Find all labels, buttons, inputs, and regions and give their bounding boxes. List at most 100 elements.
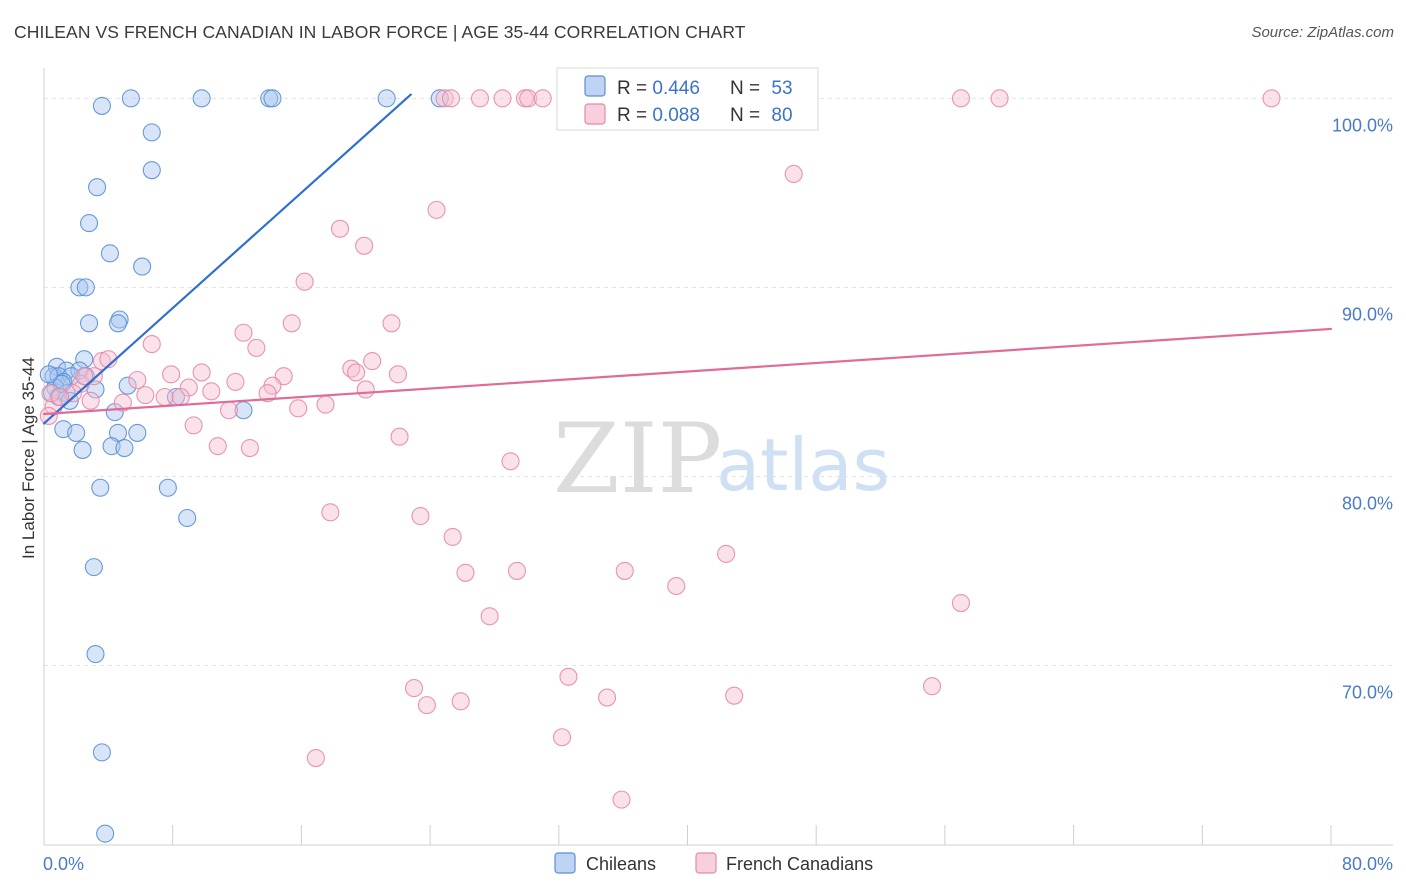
french-canadian-point [142, 335, 161, 354]
trend-layer [42, 93, 1333, 425]
chilean-point [88, 178, 107, 197]
y-axis-title: In Labor Force | Age 35-44 [19, 357, 38, 559]
french-canadian-point [295, 272, 314, 291]
chilean-point [192, 89, 211, 108]
french-canadian-trend-line [42, 327, 1333, 416]
french-canadian-point [725, 686, 744, 705]
legend-n-row-chileans: N = 53 [730, 78, 793, 99]
axes-layer [43, 68, 1393, 846]
french-canadian-point [922, 677, 942, 696]
french-canadian-point [501, 452, 520, 471]
legend-r-label-chileans: R = [617, 78, 652, 99]
chilean-point [73, 440, 92, 459]
top-legend: R = 0.446 N = 53 R = 0.088 N = 80 [556, 67, 819, 131]
french-canadian-point [192, 363, 211, 382]
french-canadian-point [234, 323, 253, 342]
french-canadian-point [75, 367, 94, 386]
french-canadian-point [612, 790, 631, 809]
french-canadian-point [390, 427, 409, 446]
french-canadian-point [162, 365, 181, 384]
legend-n-value-chileans: 53 [771, 78, 792, 99]
chilean-point [84, 558, 103, 577]
french-canadian-point [347, 363, 366, 382]
french-canadian-point [615, 561, 634, 580]
french-canadian-point [247, 338, 266, 357]
y-tick-label-100: 100.0% [1332, 115, 1393, 135]
chilean-point [76, 278, 95, 297]
legend-n-label-chileans: N = [730, 78, 765, 99]
french-canadian-point [363, 352, 382, 371]
french-canadian-point [202, 382, 221, 401]
chilean-point [86, 645, 105, 664]
bottom-legend-swatch-chileans [554, 852, 576, 874]
watermark-zip: ZIP [553, 403, 722, 515]
chilean-point [121, 89, 140, 108]
legend-n-row-french-canadians: N = 80 [730, 105, 793, 126]
legend-r-value-french-canadians: 0.088 [652, 105, 700, 126]
legend-row-chileans: R = 0.446 [617, 78, 700, 99]
chilean-point [92, 96, 111, 115]
french-canadian-point [155, 387, 174, 407]
chilean-point [128, 423, 147, 442]
chilean-point [158, 478, 177, 497]
french-canadian-point [427, 200, 446, 219]
french-canadian-point [240, 438, 259, 458]
grid-layer [44, 97, 1393, 666]
chilean-trend-line [42, 93, 412, 425]
french-canadian-point [404, 679, 424, 698]
french-canadian-point [184, 416, 203, 435]
french-canadian-point [533, 89, 552, 108]
bottom-legend-label-chileans: Chileans [586, 854, 656, 874]
chilean-point [142, 123, 161, 142]
legend-swatch-french-canadians [584, 103, 606, 125]
y-tick-label-90: 90.0% [1342, 304, 1393, 324]
labels-layer: 0.0% 80.0% In Labor Force | Age 35-44 70… [19, 115, 1393, 874]
french-canadian-point [507, 561, 527, 580]
french-canadian-point [552, 728, 572, 747]
french-canadian-point [128, 370, 147, 390]
french-canadian-point [136, 386, 155, 405]
french-canadian-point [306, 748, 325, 768]
legend-r-label-french-canadians: R = [617, 105, 652, 126]
french-canadian-point [208, 437, 227, 456]
legend-n-label-french-canadians: N = [730, 105, 765, 126]
chart-source: Source: ZipAtlas.com [1251, 24, 1394, 41]
french-canadian-point [417, 696, 436, 715]
french-canadian-point [219, 401, 239, 420]
french-canadian-point [598, 688, 617, 707]
bottom-legend-swatch-french-canadians [695, 852, 717, 874]
french-canadian-point [519, 89, 538, 108]
chart-title: CHILEAN VS FRENCH CANADIAN IN LABOR FORC… [14, 22, 746, 42]
chilean-point [70, 278, 89, 297]
x-tick-label-max: 80.0% [1342, 854, 1393, 874]
y-tick-label-70: 70.0% [1342, 682, 1393, 702]
watermark: ZIP atlas [553, 403, 890, 515]
chilean-point [115, 438, 134, 458]
french-canadian-point [493, 89, 512, 108]
chilean-point [377, 89, 396, 108]
french-canadian-point [411, 507, 430, 526]
french-canadian-point [1262, 89, 1281, 108]
french-canadian-point [355, 236, 374, 255]
french-canadian-point [441, 89, 461, 108]
chilean-point [100, 244, 120, 263]
french-canadian-point [443, 527, 462, 546]
chilean-point [79, 214, 99, 233]
french-canadian-point [289, 399, 308, 418]
french-canadian-point [113, 393, 132, 412]
bottom-legend: Chileans French Canadians [554, 852, 873, 874]
french-canadian-point [258, 384, 277, 403]
points-layer [39, 89, 1281, 843]
french-canadian-point [41, 384, 60, 403]
legend-row-french-canadians: R = 0.088 [617, 105, 700, 126]
french-canadian-point [316, 395, 335, 414]
french-canadian-point [226, 372, 245, 391]
french-canadian-point [382, 314, 401, 333]
french-canadian-point [321, 503, 340, 522]
legend-r-value-chileans: 0.446 [652, 78, 700, 99]
chilean-point [39, 365, 58, 384]
chilean-point [108, 314, 128, 333]
french-canadian-point [51, 387, 70, 407]
french-canadian-point [717, 544, 736, 563]
